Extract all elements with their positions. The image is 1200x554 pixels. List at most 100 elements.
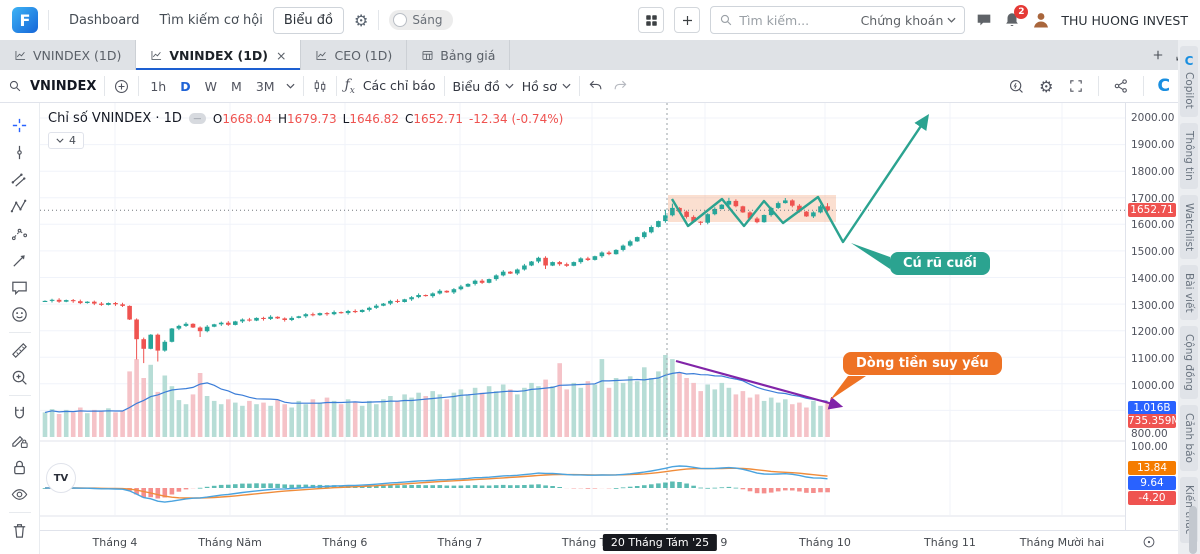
- sidebar-tab-thông-tin[interactable]: Thông tin: [1180, 122, 1198, 189]
- app-logo[interactable]: F: [12, 7, 38, 33]
- interval-chevron-icon[interactable]: [286, 83, 295, 89]
- tool-zoom-in[interactable]: [6, 364, 34, 391]
- tool-hide-drawings[interactable]: [6, 481, 34, 508]
- interval-w[interactable]: W: [204, 78, 218, 94]
- tool-lock[interactable]: [6, 454, 34, 481]
- search-scope-dropdown[interactable]: Chứng khoán: [861, 13, 957, 28]
- interval-3m[interactable]: 3M: [255, 78, 275, 94]
- price-tick: 1200.00: [1131, 326, 1175, 338]
- copilot-logo-icon[interactable]: C: [1157, 76, 1170, 96]
- sidebar-tab-cộng-đồng[interactable]: Cộng đồng: [1180, 326, 1198, 400]
- tool-ruler[interactable]: [6, 337, 34, 364]
- magnet-icon: [15, 406, 24, 419]
- chat-icon[interactable]: [975, 11, 993, 29]
- price-tick: 1000.00: [1131, 380, 1175, 392]
- chart-canvas[interactable]: Chỉ số VNINDEX · 1D — O1668.04 H1679.73 …: [40, 103, 1125, 530]
- price-tick: 1400.00: [1131, 273, 1175, 285]
- tool-magnet[interactable]: [6, 400, 34, 427]
- compare-add-icon[interactable]: [113, 78, 130, 95]
- sidebar-tab-cảnh-báo[interactable]: Cảnh báo: [1180, 405, 1198, 472]
- snapshot-icon[interactable]: [1008, 78, 1025, 95]
- tool-pattern[interactable]: [6, 193, 34, 220]
- username-label[interactable]: THU HUONG INVEST: [1061, 12, 1188, 28]
- price-tick: 1900.00: [1131, 139, 1175, 151]
- parallel-channel-icon: [11, 173, 26, 187]
- ruler-icon: [12, 343, 27, 358]
- chart-settings-gear-icon[interactable]: ⚙: [1039, 76, 1054, 96]
- price-tag: 9.64: [1128, 476, 1176, 490]
- nav-item-tìm-kiếm-cơ-hội[interactable]: Tìm kiếm cơ hội: [159, 12, 263, 28]
- interval-m[interactable]: M: [231, 78, 242, 94]
- theme-toggle[interactable]: Sáng: [389, 10, 453, 30]
- hide-drawings-icon: [11, 489, 28, 500]
- price-tag: -4.20: [1128, 491, 1176, 505]
- redo-icon[interactable]: [612, 78, 628, 94]
- share-icon[interactable]: [1113, 78, 1129, 94]
- chart-menu-button[interactable]: Biểu đồ: [453, 79, 514, 94]
- lock-icon: [14, 460, 25, 475]
- price-axis[interactable]: 2000.00 1900.00 1800.00 1700.00 1600.00 1500.…: [1125, 103, 1180, 530]
- tool-comment[interactable]: [6, 274, 34, 301]
- collapsed-indicators-button[interactable]: 4: [48, 132, 84, 149]
- time-tick: Tháng 7: [437, 536, 483, 549]
- new-tab-icon[interactable]: [1151, 48, 1165, 62]
- chevron-down-icon: [562, 83, 571, 89]
- price-tick: 2000.00: [1131, 112, 1175, 124]
- tool-parallel-channel[interactable]: [6, 166, 34, 193]
- layout-grid-button[interactable]: [638, 7, 665, 33]
- search-icon: [9, 80, 21, 92]
- settings-gear-icon[interactable]: ⚙: [353, 10, 369, 30]
- tab-vnindex-1d-[interactable]: VNINDEX (1D) ×: [136, 40, 302, 70]
- change-value: -12.34 (-0.74%): [468, 111, 564, 126]
- indicators-button[interactable]: ƒx Các chỉ báo: [345, 77, 436, 96]
- fullscreen-icon[interactable]: [1068, 78, 1084, 94]
- chart-tab-bar: VNINDEX (1D) VNINDEX (1D) × CEO (1D) Bảng gi…: [0, 40, 1200, 70]
- grid-icon: [646, 14, 657, 26]
- price-tick: 1300.00: [1131, 300, 1175, 312]
- clock-icon[interactable]: [1142, 535, 1156, 552]
- nav-item-dashboard[interactable]: Dashboard: [69, 12, 140, 28]
- zoom-in-icon: [12, 370, 27, 385]
- tool-forecast[interactable]: [6, 220, 34, 247]
- scrollbar-thumb[interactable]: [1189, 506, 1197, 554]
- tool-trash[interactable]: [6, 517, 34, 544]
- tool-emoji[interactable]: [6, 301, 34, 328]
- interval-d[interactable]: D: [180, 78, 191, 94]
- comment-icon: [12, 281, 27, 296]
- tool-arrow-brush[interactable]: [6, 247, 34, 274]
- tool-trendline[interactable]: [6, 139, 34, 166]
- toolbar-divider: [8, 332, 31, 333]
- tradingview-logo[interactable]: TV: [46, 463, 76, 493]
- add-layout-button[interactable]: [674, 7, 701, 33]
- undo-icon[interactable]: [588, 78, 604, 94]
- sidebar-tab-copilot[interactable]: C Copilot: [1180, 46, 1198, 117]
- tab-ceo-1d-[interactable]: CEO (1D): [301, 40, 408, 70]
- source-pill-icon[interactable]: —: [188, 113, 206, 124]
- time-tick: Tháng 10: [799, 536, 851, 549]
- profile-menu-button[interactable]: Hồ sơ: [522, 79, 571, 94]
- sidebar-tab-bài-viết[interactable]: Bài viết: [1180, 264, 1198, 321]
- tool-draw-lock[interactable]: [6, 427, 34, 454]
- nav-item-biểu-đồ[interactable]: Biểu đồ: [272, 6, 344, 34]
- tab-bảng-giá[interactable]: Bảng giá: [407, 40, 511, 70]
- tool-crosshair[interactable]: [6, 112, 34, 139]
- candle-style-icon[interactable]: [312, 78, 328, 94]
- callout-cu-ru-cuoi[interactable]: Cú rũ cuối: [890, 252, 990, 275]
- avatar[interactable]: [1031, 10, 1051, 30]
- price-tick: 1100.00: [1131, 353, 1175, 365]
- sidebar-tab-watchlist[interactable]: Watchlist: [1180, 194, 1198, 259]
- notifications-button[interactable]: 2: [1003, 5, 1029, 29]
- close-tab-icon[interactable]: ×: [276, 47, 287, 63]
- global-search-input[interactable]: Tìm kiếm... Chứng khoán: [710, 6, 966, 34]
- search-scope-label: Chứng khoán: [860, 12, 944, 28]
- time-tick: Tháng Mười hai: [1019, 536, 1105, 549]
- symbol-search[interactable]: VNINDEX: [8, 79, 96, 94]
- callout-dong-tien-suy-yeu[interactable]: Dòng tiền suy yếu: [843, 352, 1002, 375]
- chart-legend: Chỉ số VNINDEX · 1D — O1668.04 H1679.73 …: [48, 111, 563, 126]
- interval-1h[interactable]: 1h: [150, 78, 167, 94]
- tab-vnindex-1d-[interactable]: VNINDEX (1D): [0, 40, 137, 70]
- forecast-icon: [11, 228, 28, 241]
- emoji-icon: [12, 307, 27, 322]
- legend-title[interactable]: Chỉ số VNINDEX · 1D: [48, 111, 182, 126]
